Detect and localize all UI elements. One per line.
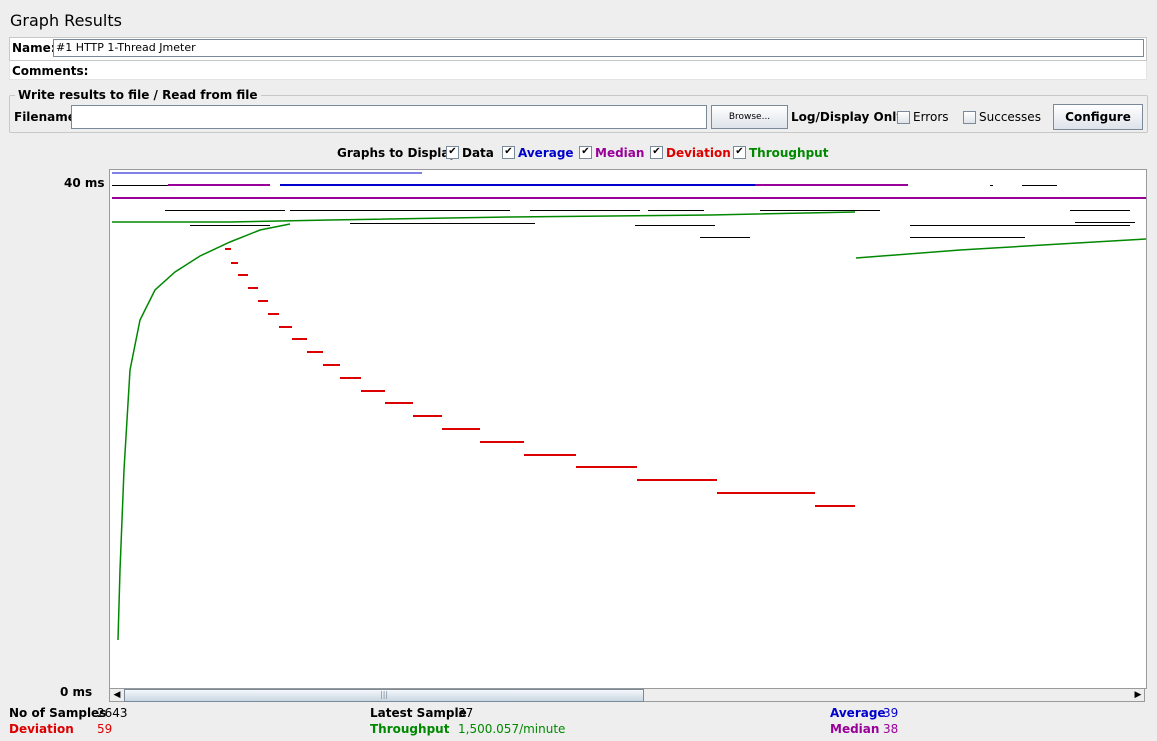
average-option-label: Average <box>518 146 574 160</box>
median-stat-value: 38 <box>883 722 899 736</box>
median-stat-label: Median <box>830 722 880 736</box>
y-axis-bottom-label: 0 ms <box>60 685 93 699</box>
throughput-series <box>112 211 1146 641</box>
data-option-label: Data <box>462 146 494 160</box>
errors-checkbox[interactable] <box>897 111 910 124</box>
successes-checkbox[interactable] <box>963 111 976 124</box>
samples-value: 2643 <box>97 706 128 720</box>
log-display-label: Log/Display Only: <box>791 110 909 124</box>
samples-label: No of Samples <box>9 706 107 720</box>
filename-label: Filename <box>14 110 76 124</box>
median-option-label: Median <box>595 146 645 160</box>
average-series <box>112 172 755 186</box>
deviation-checkbox[interactable]: ✔ <box>650 146 663 159</box>
errors-label: Errors <box>913 110 949 124</box>
successes-label: Successes <box>979 110 1041 124</box>
average-checkbox[interactable]: ✔ <box>502 146 515 159</box>
graphs-to-display-label: Graphs to Display <box>337 146 457 160</box>
file-panel <box>9 95 1148 133</box>
filename-input[interactable] <box>71 105 707 129</box>
throughput-stat-label: Throughput <box>370 722 450 736</box>
y-axis-top-label: 40 ms <box>64 176 105 190</box>
scroll-right-arrow-icon[interactable]: ▶ <box>1134 690 1142 700</box>
file-panel-legend: Write results to file / Read from file <box>15 88 261 102</box>
scrollbar-thumb[interactable] <box>124 689 644 702</box>
deviation-stat-value: 59 <box>97 722 113 736</box>
deviation-option-label: Deviation <box>666 146 731 160</box>
median-series <box>112 184 1146 199</box>
page-title: Graph Results <box>10 11 122 30</box>
median-checkbox[interactable]: ✔ <box>579 146 592 159</box>
browse-button[interactable]: Browse... <box>711 105 788 129</box>
deviation-series <box>225 248 855 507</box>
name-input[interactable]: #1 HTTP 1-Thread Jmeter <box>53 39 1144 57</box>
name-label: Name: <box>12 41 56 55</box>
latest-sample-label: Latest Sample <box>370 706 467 720</box>
comments-label: Comments: <box>12 64 89 78</box>
scrollbar-grip-icon: ||| <box>380 690 389 699</box>
average-stat-value: 39 <box>883 706 899 720</box>
comments-row <box>9 61 1147 80</box>
latest-sample-value: 37 <box>458 706 474 720</box>
configure-button[interactable]: Configure <box>1053 104 1143 130</box>
deviation-stat-label: Deviation <box>9 722 74 736</box>
data-checkbox[interactable]: ✔ <box>446 146 459 159</box>
throughput-stat-value: 1,500.057/minute <box>458 722 566 736</box>
throughput-checkbox[interactable]: ✔ <box>733 146 746 159</box>
throughput-option-label: Throughput <box>749 146 829 160</box>
scroll-left-arrow-icon[interactable]: ◀ <box>113 690 121 700</box>
data-series-dots <box>112 185 1135 238</box>
average-stat-label: Average <box>830 706 886 720</box>
comments-input[interactable] <box>80 63 1140 78</box>
graph-plot-area <box>109 169 1147 689</box>
